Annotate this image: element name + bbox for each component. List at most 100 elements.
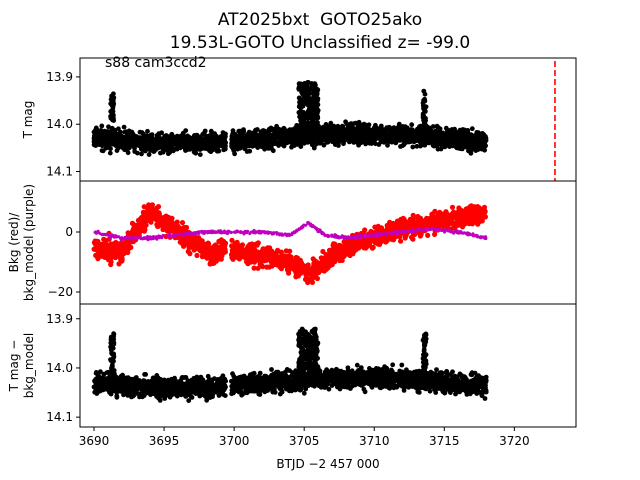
mag-point [246,135,251,141]
mag-point [203,133,209,139]
mag-point [134,134,140,140]
mag-point [481,132,486,138]
mag-point [425,140,430,145]
bkg-point [321,268,327,274]
bkg-point [314,259,320,265]
bkg-point [393,220,400,226]
bkg-point [228,252,235,258]
mag-point [446,134,451,140]
feature-point [423,123,429,129]
bkg-point [186,236,192,242]
bkg-point [108,261,114,268]
feature-point [315,96,321,102]
bkg-point [191,240,197,246]
mag-point [146,152,152,158]
bkg-point [456,207,462,213]
bkg-point [235,247,241,253]
mag-point [125,139,131,144]
feature-point [296,135,302,141]
feature-point [109,108,115,113]
mag-point [145,128,150,134]
bkg-point [415,218,421,224]
mag-point [333,124,339,130]
bkg-point [474,210,480,216]
bkg-point [230,256,236,262]
mag-point [160,149,166,155]
bkg-model-point [230,230,233,234]
bkg-point [435,212,441,218]
bkg-point [107,250,113,256]
mag-point [337,126,343,131]
feature-point [421,132,426,138]
bkg-point [285,254,291,260]
bkg-point [479,215,485,221]
bkg-point [118,257,124,263]
mag-point [214,135,220,140]
mag-point [122,147,128,152]
bkg-point [331,241,337,247]
mag-point [341,126,347,132]
mag-point [469,126,475,132]
bkg-point [126,239,132,245]
mag-point [169,138,175,144]
mag-point [261,145,267,151]
bkg-point [341,253,347,259]
bkg-point [468,203,474,209]
mag-point [316,140,322,146]
bkg-point [388,221,394,227]
mag-point [418,123,423,129]
feature-point [302,115,308,121]
bkg-point [96,246,103,252]
bkg-point [351,244,357,250]
feature-point [421,115,427,120]
mag-point [432,143,438,149]
mag-point [332,142,338,148]
bkg-series-points [91,202,488,286]
bkg-point [341,239,347,245]
mag-point [375,134,381,140]
bkg-point [309,279,315,285]
feature-point [300,103,306,109]
bkg-point [246,253,252,259]
feature-point [299,112,305,118]
bkg-model-point [304,223,308,227]
mag-point [223,131,228,137]
mag-point [361,125,367,130]
mag-point [384,125,390,130]
bkg-point [220,250,226,256]
mag-point [192,137,197,143]
mag-point [397,127,403,133]
mag-point [311,145,317,151]
bkg-point [445,220,451,226]
mag-point [347,139,352,145]
bkg-point [424,223,430,229]
mag-point [265,142,271,148]
mag-point [410,144,416,150]
bkg-point [111,253,117,259]
mag-point [353,120,359,126]
mag-point [287,138,292,144]
mag-point [272,141,278,147]
bkg-point [210,246,216,252]
mag-point [290,127,295,133]
bkg-point [327,262,333,268]
mag-point [270,148,276,154]
mag-point [365,125,371,131]
mag-point [189,141,194,147]
bkg-point [222,240,229,246]
bkg-point [479,209,485,215]
bkg-point [183,226,189,232]
mag-point [401,142,407,147]
mag-point [476,138,482,143]
feature-point [296,81,302,87]
bkg-point [262,254,268,260]
bkg-point [342,249,348,255]
mag-point [456,135,462,141]
bkg-point [96,250,102,256]
mag-point [183,148,188,153]
mag-point [333,136,339,142]
bkg-point [275,247,281,253]
mag-point [157,141,163,147]
bkg-point [251,265,257,271]
